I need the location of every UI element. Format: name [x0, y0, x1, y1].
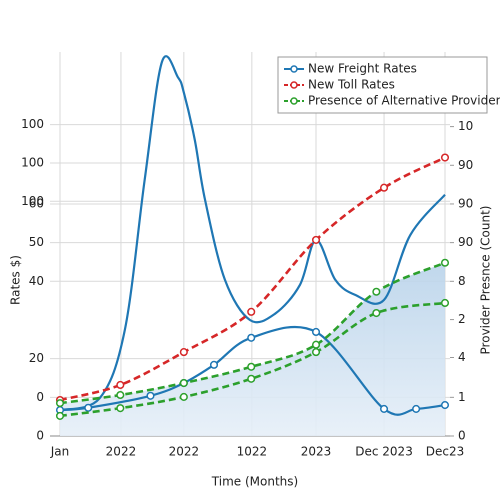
area — [60, 262, 445, 436]
point — [440, 401, 450, 410]
x-tick-label: 2022 — [106, 445, 137, 459]
legend-marker — [290, 81, 298, 89]
point — [311, 327, 321, 337]
point — [311, 340, 321, 349]
point — [379, 404, 389, 413]
point — [179, 378, 188, 388]
point — [146, 391, 155, 400]
x-tick-label: Jan — [50, 445, 70, 459]
point — [440, 153, 450, 162]
point — [311, 348, 321, 357]
line — [59, 325, 446, 416]
y-tick-label: 40 — [29, 274, 44, 288]
point — [116, 404, 125, 413]
y2-tick-label: 1 — [458, 390, 466, 404]
point — [247, 307, 256, 316]
point — [440, 258, 450, 267]
point — [372, 287, 381, 296]
x-axis-title: Time (Months) — [211, 475, 298, 489]
y2-tick-label: 2 — [458, 312, 466, 326]
point — [440, 298, 450, 308]
legend-label: New Freight Rates — [308, 62, 417, 76]
point — [311, 235, 321, 244]
y2-tick-label: 10 — [458, 119, 473, 133]
x-tick-label: 1022 — [237, 445, 268, 459]
y-tick-label: 100 — [21, 117, 44, 131]
point — [372, 308, 381, 318]
point — [116, 390, 125, 400]
x-tick-label: Dec 2023 — [355, 445, 413, 459]
y-tick-label: 100 — [21, 194, 44, 208]
point — [84, 403, 93, 412]
legend-box — [277, 56, 488, 114]
point — [412, 404, 421, 413]
point — [379, 183, 389, 192]
y-tick-label: 0 — [36, 429, 44, 443]
y2-tick-label: 90 — [458, 158, 473, 172]
point — [55, 411, 65, 420]
y-tick-label: 60 — [29, 196, 44, 210]
legend-marker — [290, 97, 298, 105]
y-axis-title: Rates $) — [9, 255, 23, 305]
x-tick-label: Dec23 — [426, 445, 465, 459]
point — [247, 374, 256, 383]
legend-marker — [290, 65, 298, 73]
point — [179, 348, 188, 357]
point — [247, 333, 256, 342]
y2-tick-label: 90 — [458, 235, 473, 249]
legend-label: Presence of Alternative Providers — [308, 94, 500, 108]
point — [55, 399, 65, 408]
x-tick-label: 2023 — [301, 445, 332, 459]
x-tick-label: 2022 — [169, 445, 200, 459]
y2-tick-label: 4 — [458, 350, 466, 364]
line — [59, 55, 446, 412]
point — [247, 362, 256, 371]
y2-axis-title: Provider Presnce (Count) — [479, 206, 493, 355]
point — [209, 360, 219, 369]
y-tick-label: 100 — [21, 155, 44, 169]
y-tick-label: 50 — [29, 235, 44, 249]
y2-tick-label: 0 — [458, 429, 466, 443]
y2-tick-label: 90 — [458, 196, 473, 210]
point — [116, 380, 125, 390]
point — [179, 392, 188, 401]
y-tick-label: 0 — [36, 390, 44, 404]
y2-tick-label: 8 — [458, 274, 466, 288]
legend-label: New Toll Rates — [308, 78, 395, 92]
y-tick-label: 20 — [29, 351, 44, 365]
